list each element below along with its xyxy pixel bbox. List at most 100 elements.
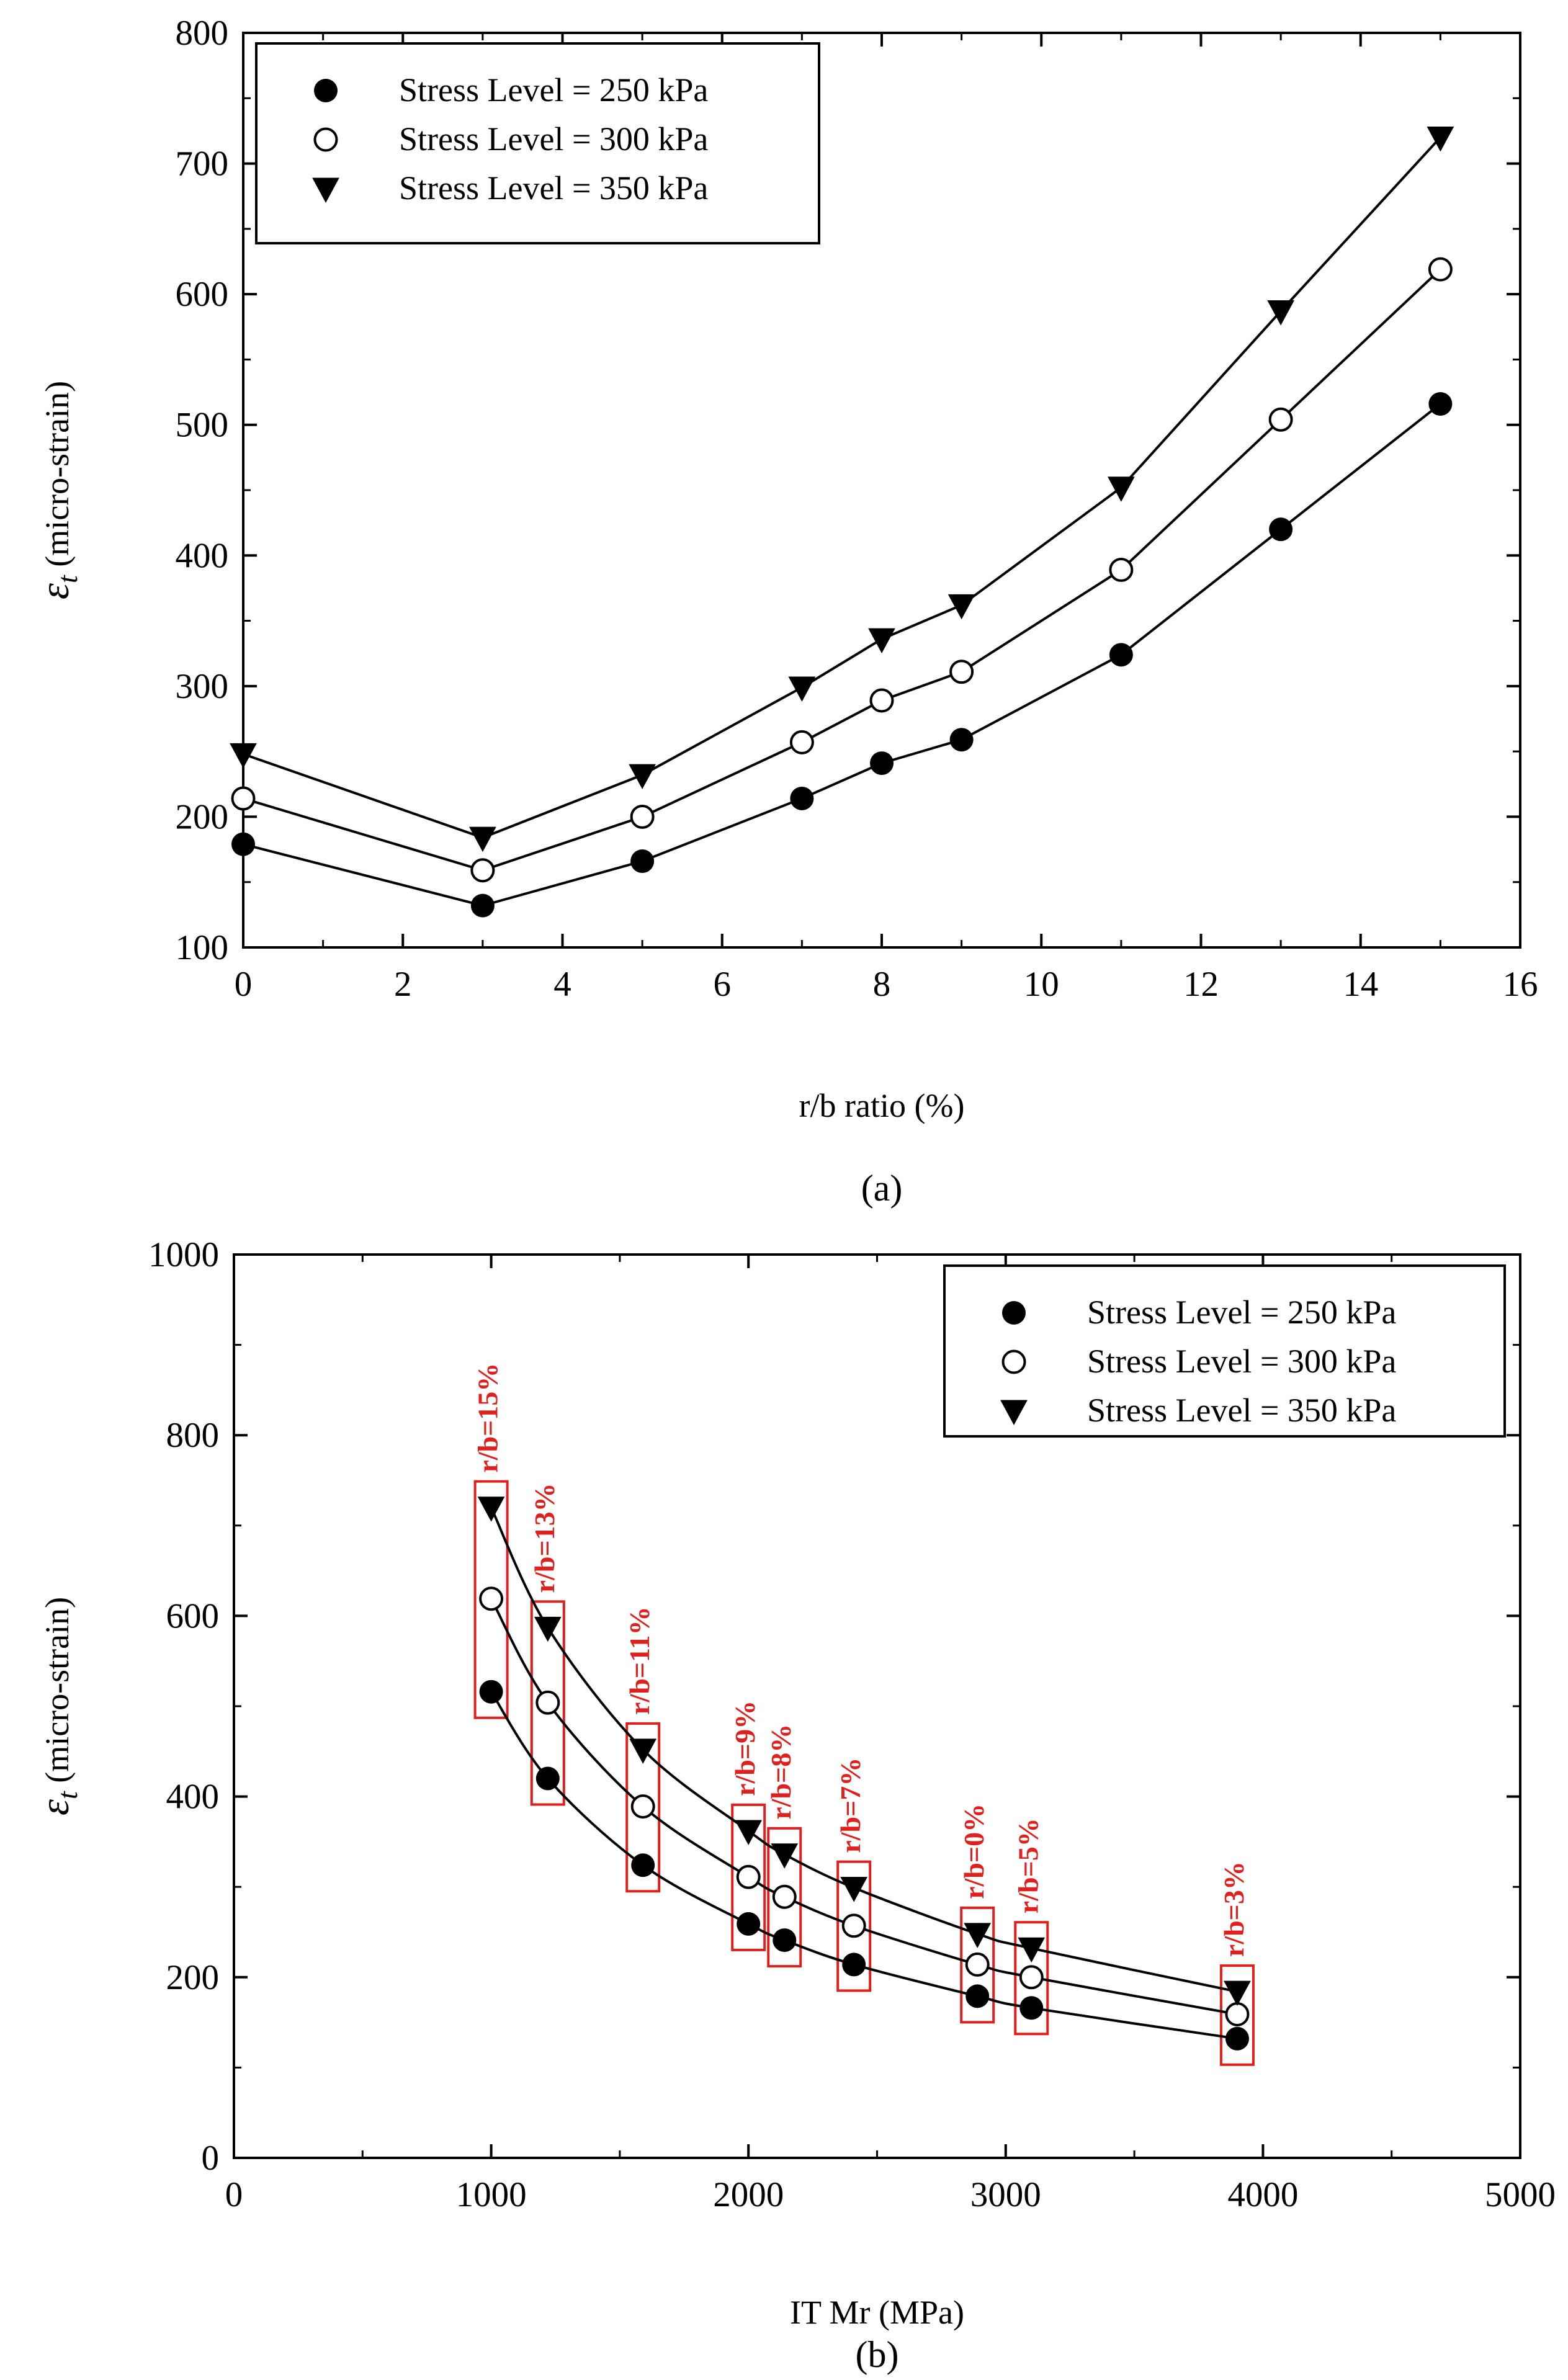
data-point-series-1: [965, 1984, 990, 2008]
data-point-series-3: [477, 1496, 505, 1522]
data-point-series-1: [231, 832, 255, 856]
legend-label-1: Stress Level = 250 kPa: [399, 71, 708, 109]
annotation-box: [767, 1827, 802, 1968]
data-point-series-2: [841, 1913, 866, 1938]
annotation-label: r/b=13%: [529, 1483, 560, 1593]
data-point-series-2: [1019, 1965, 1044, 1990]
x-tick-label: 0: [235, 965, 253, 1004]
y-tick-label: 800: [166, 1416, 220, 1455]
data-point-series-1: [870, 751, 894, 776]
x-axis-title: r/b ratio (%): [799, 1087, 965, 1124]
data-point-series-3: [771, 1843, 799, 1869]
annotation-label: r/b=9%: [729, 1701, 761, 1796]
annotation-box: [1219, 1964, 1255, 2066]
y-axis-title: εt (micro-strain): [32, 1597, 83, 1815]
data-point-series-1: [1269, 517, 1293, 542]
data-point-series-1: [1225, 2026, 1249, 2051]
y-tick-label: 600: [176, 275, 229, 314]
x-tick-label: 5000: [1485, 2175, 1556, 2214]
data-point-series-1: [949, 728, 974, 752]
legend-label-3: Stress Level = 350 kPa: [399, 169, 708, 207]
data-point-series-2: [965, 1952, 990, 1977]
legend-box: [255, 42, 820, 244]
annotation-box: [473, 1480, 509, 1719]
data-point-series-3: [230, 743, 257, 769]
data-point-series-1: [1019, 1996, 1044, 2020]
x-tick-label: 1000: [456, 2175, 527, 2214]
chart-a: 100 200 300 400 500 600 700 800 0 2 4 6 8 10 12 14 16 r/b…: [32, 14, 1538, 1209]
y-axis-title-subscript: t: [52, 575, 83, 583]
data-point-series-3: [948, 594, 975, 620]
y-tick-label: 800: [176, 14, 229, 53]
data-point-series-2: [630, 1794, 655, 1819]
data-point-series-3: [469, 826, 496, 852]
data-point-series-2: [736, 1864, 761, 1889]
annotation-box: [960, 1906, 995, 2024]
legend-label-1: Stress Level = 250 kPa: [1087, 1294, 1396, 1331]
panel-label: (b): [856, 2334, 899, 2375]
y-axis-title-symbol: ε: [32, 1799, 78, 1815]
x-tick-label: 14: [1343, 965, 1378, 1004]
y-axis-title-text: (micro-strain): [38, 381, 76, 575]
x-tick-label: 10: [1024, 965, 1059, 1004]
y-tick-label: 600: [166, 1596, 220, 1635]
data-point-series-2: [1109, 557, 1134, 582]
data-point-series-2: [479, 1586, 504, 1611]
data-point-series-2: [949, 660, 974, 684]
legend-marker-2: [1001, 1349, 1026, 1374]
legend-marker-3: [1000, 1400, 1028, 1425]
data-point-series-1: [630, 849, 655, 874]
x-tick-label: 2: [394, 965, 412, 1004]
chart-b: 0 200 400 600 800 1000 0 1000 2000 3000 4000 5000 IT…: [32, 1235, 1556, 2375]
data-point-series-1: [1109, 643, 1133, 667]
y-tick-label: 700: [176, 145, 229, 184]
data-point-series-3: [629, 764, 656, 789]
x-tick-label: 6: [714, 965, 732, 1004]
legend-marker-1: [314, 79, 338, 102]
y-tick-label: 400: [166, 1778, 220, 1817]
series-line-1: [243, 403, 1441, 907]
x-axis-title: IT Mr (MPa): [790, 2294, 964, 2331]
series-line-3: [490, 1506, 1238, 1993]
annotation-label: r/b=8%: [765, 1724, 797, 1820]
data-point-series-2: [1268, 407, 1293, 432]
x-tick-label: 12: [1183, 965, 1219, 1004]
legend-marker-3: [312, 177, 339, 203]
data-point-series-3: [964, 1923, 992, 1948]
data-point-series-2: [231, 786, 256, 811]
y-tick-label: 300: [176, 667, 229, 706]
x-tick-label: 2000: [713, 2175, 784, 2214]
panel-label: (a): [861, 1168, 903, 1209]
y-axis-title: εt (micro-strain): [32, 381, 83, 599]
data-point-series-1: [631, 1853, 655, 1877]
data-point-series-3: [1267, 300, 1294, 326]
series-line-1: [490, 1691, 1238, 2040]
x-tick-label: 16: [1503, 965, 1538, 1004]
legend-marker-1: [1002, 1301, 1026, 1325]
y-tick-label: 1000: [148, 1235, 219, 1274]
annotation-box: [836, 1860, 872, 1992]
annotation-box: [625, 1722, 661, 1893]
x-tick-label: 4000: [1227, 2175, 1298, 2214]
data-point-series-1: [1428, 392, 1453, 416]
x-tick-label: 8: [873, 965, 891, 1004]
data-point-series-1: [790, 786, 814, 810]
annotation-label: r/b=11%: [624, 1606, 655, 1714]
data-point-series-3: [1018, 1937, 1046, 1963]
data-point-series-3: [840, 1877, 868, 1902]
y-tick-label: 100: [176, 928, 229, 967]
data-point-series-2: [869, 688, 894, 713]
annotation-label: r/b=0%: [958, 1804, 990, 1899]
y-tick-label: 500: [176, 406, 229, 445]
x-tick-label: 4: [553, 965, 571, 1004]
annotation-box: [731, 1803, 766, 1951]
x-tick-label: 3000: [970, 2175, 1041, 2214]
y-tick-label: 200: [176, 797, 229, 836]
legend-marker-2: [313, 127, 338, 152]
annotation-box: [1014, 1921, 1049, 2036]
data-point-series-2: [535, 1690, 560, 1715]
legend-label-3: Stress Level = 350 kPa: [1087, 1392, 1396, 1429]
data-point-series-3: [1427, 126, 1454, 152]
data-point-series-2: [630, 804, 655, 829]
